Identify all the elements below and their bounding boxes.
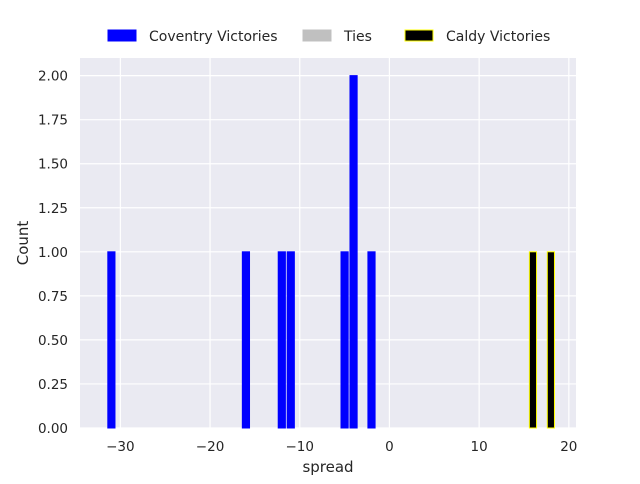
bar bbox=[340, 251, 349, 429]
bar bbox=[367, 251, 376, 429]
legend-swatch bbox=[302, 29, 332, 42]
y-tick-label: 1.00 bbox=[38, 245, 68, 261]
x-tick-label: 0 bbox=[385, 439, 394, 455]
legend-label: Ties bbox=[343, 29, 372, 45]
y-tick-label: 1.75 bbox=[38, 113, 68, 129]
bar bbox=[528, 251, 538, 429]
y-tick-label: 1.50 bbox=[38, 157, 68, 173]
legend-label: Caldy Victories bbox=[446, 29, 550, 45]
x-tick-label: −20 bbox=[196, 439, 225, 455]
y-tick-label: 0.50 bbox=[38, 333, 68, 349]
bar bbox=[107, 251, 116, 429]
bar bbox=[241, 251, 251, 429]
legend-label: Coventry Victories bbox=[149, 29, 278, 45]
x-tick-label: 20 bbox=[560, 439, 577, 455]
legend: Coventry Victories Ties Caldy Victories bbox=[107, 29, 550, 45]
bar bbox=[546, 251, 555, 429]
bars bbox=[107, 75, 555, 429]
x-tick-label: −10 bbox=[285, 439, 314, 455]
legend-swatch bbox=[107, 29, 137, 42]
plot-area bbox=[80, 58, 576, 428]
grid-lines bbox=[80, 58, 576, 429]
bar bbox=[277, 251, 286, 429]
y-axis-label: Count bbox=[14, 221, 32, 266]
y-tick-label: 0.75 bbox=[38, 289, 68, 305]
y-tick-label: 0.25 bbox=[38, 377, 68, 393]
y-tick-label: 1.25 bbox=[38, 201, 68, 217]
x-tick-labels: −30 −20 −10 0 10 20 bbox=[106, 439, 577, 455]
x-axis-label: spread bbox=[302, 458, 353, 476]
legend-swatch bbox=[404, 29, 434, 42]
y-tick-label: 2.00 bbox=[38, 69, 68, 85]
x-tick-label: −30 bbox=[106, 439, 135, 455]
y-tick-labels: 0.00 0.25 0.50 0.75 1.00 1.25 1.50 1.75 2.00 bbox=[38, 69, 68, 437]
bar bbox=[349, 75, 358, 429]
y-tick-label: 0.00 bbox=[38, 421, 68, 437]
bar bbox=[286, 251, 295, 429]
x-tick-label: 10 bbox=[471, 439, 488, 455]
